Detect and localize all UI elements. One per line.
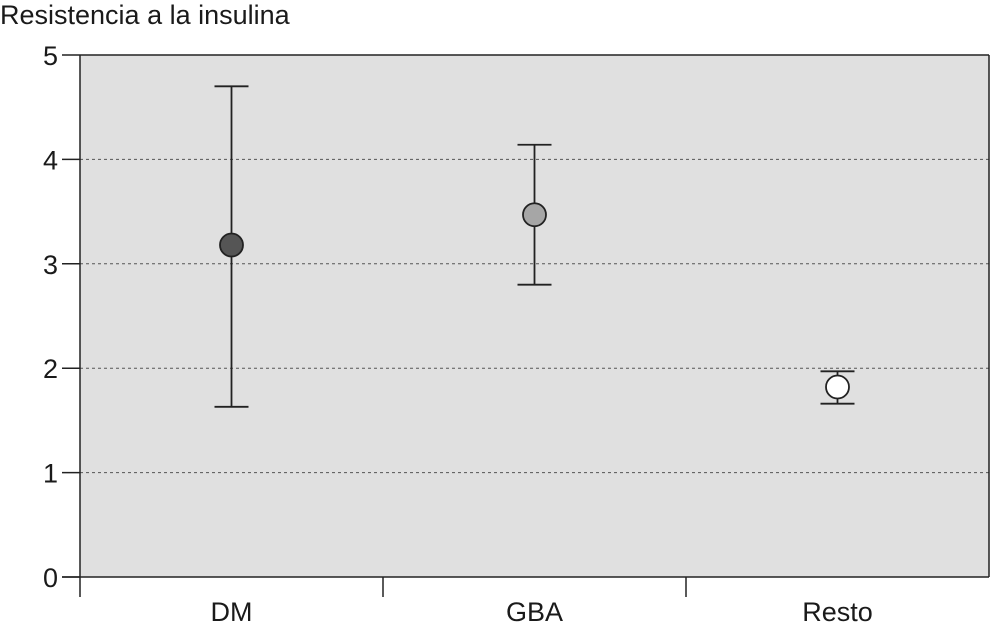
data-point [219,232,244,258]
x-tick-label: Resto [802,597,873,624]
y-tick-label: 4 [43,145,58,175]
y-tick-label: 5 [43,41,58,71]
x-tick-label: DM [211,597,253,624]
y-tick-label: 1 [43,459,58,489]
y-tick-label: 0 [43,563,58,593]
data-point [522,202,547,228]
y-axis-label: Resistencia a la insulina [0,0,291,30]
x-ticks: DM GBA Resto [211,577,873,624]
x-tick-label: GBA [506,597,563,624]
data-point [825,374,850,400]
y-ticks: 0 1 2 3 4 5 [43,41,80,593]
y-tick-label: 2 [43,354,58,384]
data-marks [214,85,855,408]
axes [62,54,990,597]
y-tick-label: 3 [43,250,58,280]
plot-area [80,55,989,577]
